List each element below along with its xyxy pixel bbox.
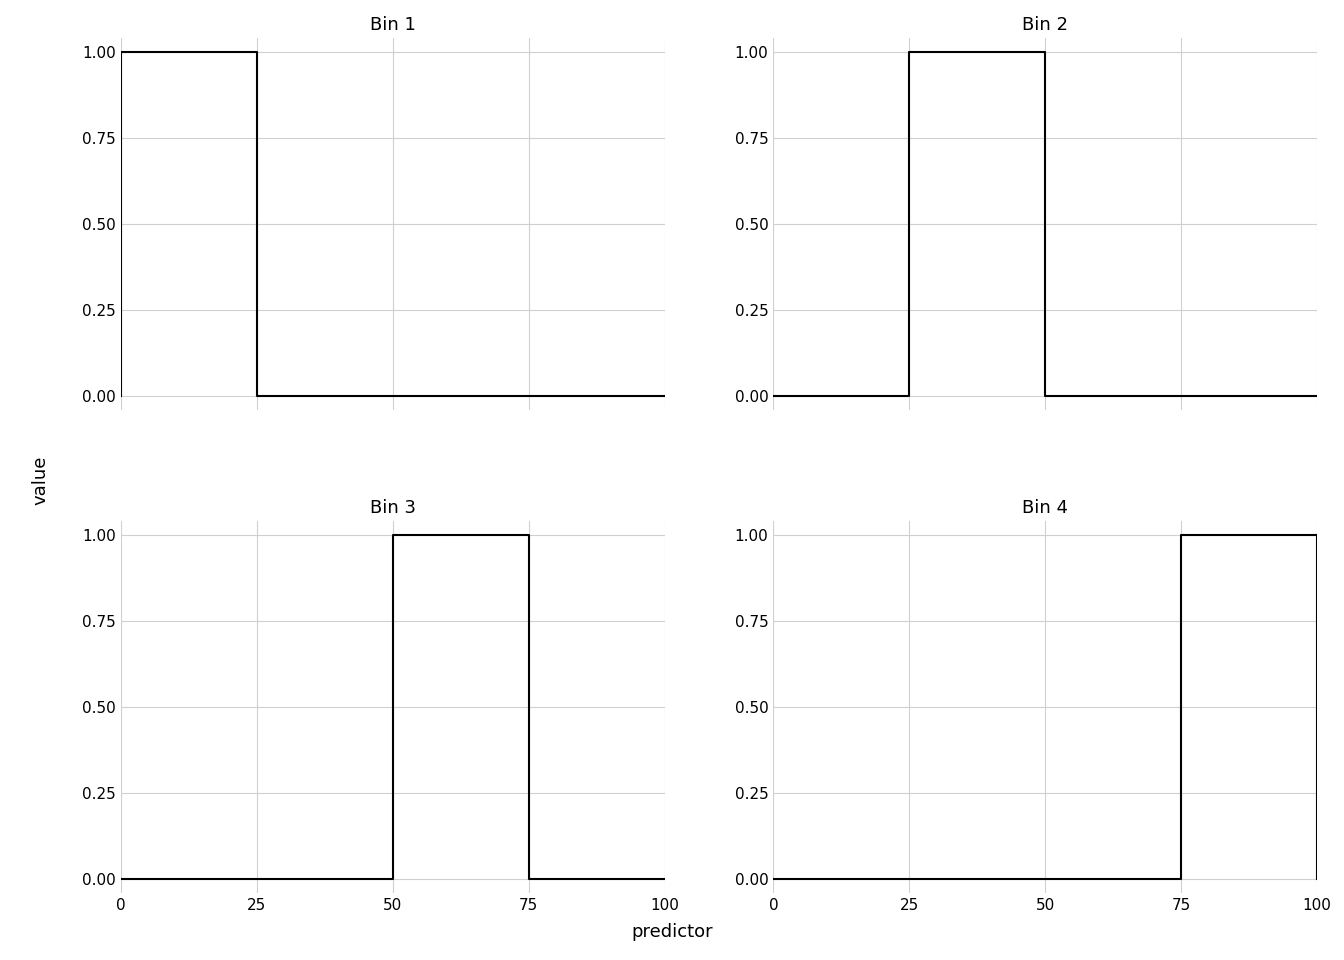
Text: value: value <box>31 455 50 505</box>
Title: Bin 1: Bin 1 <box>370 16 415 34</box>
Text: predictor: predictor <box>632 923 712 941</box>
Title: Bin 4: Bin 4 <box>1023 499 1068 517</box>
Title: Bin 2: Bin 2 <box>1023 16 1068 34</box>
Title: Bin 3: Bin 3 <box>370 499 415 517</box>
